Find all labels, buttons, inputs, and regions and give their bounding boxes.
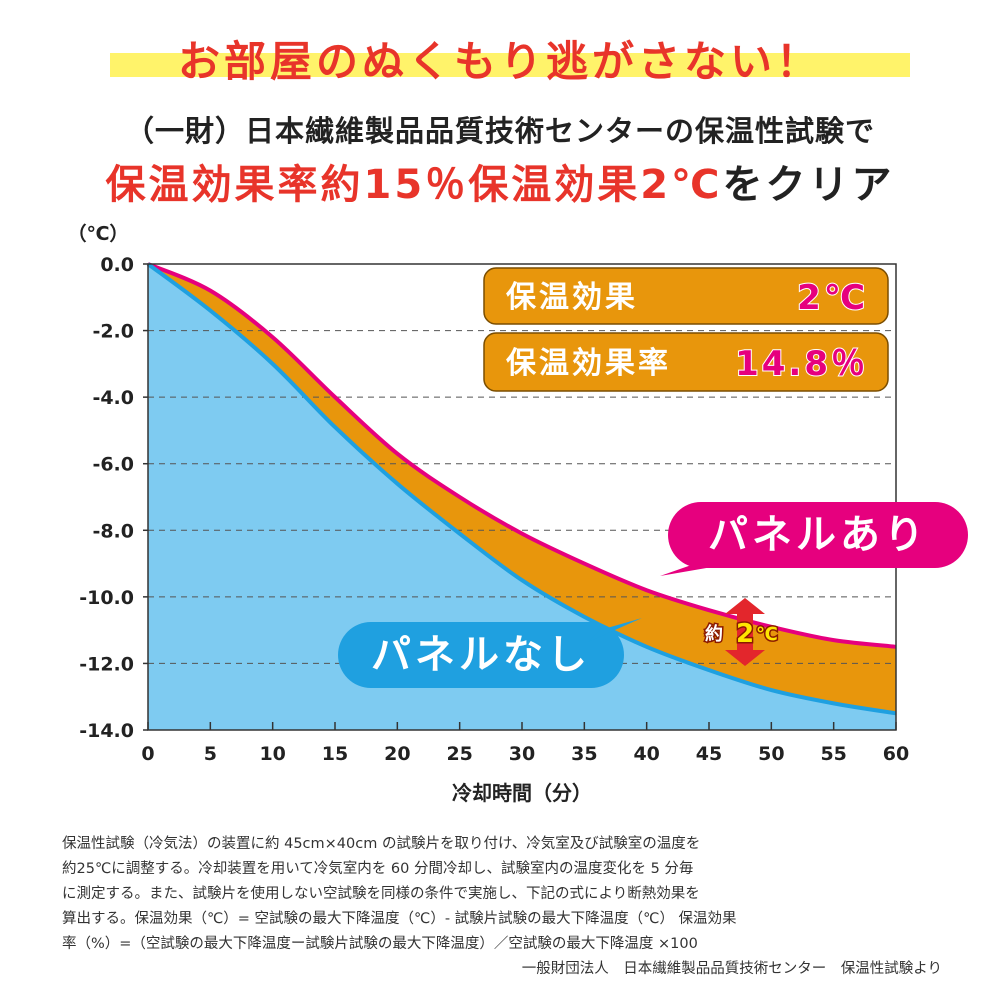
x-tick-label: 15: [322, 743, 348, 765]
claim: 保温効果率約15％保温効果2℃をクリア: [0, 152, 1000, 210]
info-box-value: 2℃: [797, 278, 868, 318]
x-tick-label: 10: [259, 743, 285, 765]
callout-tail: [588, 618, 642, 642]
heat-retention-band: [148, 264, 896, 714]
series-label-without-panel: パネルなし: [371, 632, 591, 678]
y-tick-label: 0.0: [100, 254, 134, 276]
difference-arrow-icon: [725, 598, 765, 666]
note-line: 率（%）=（空試験の最大下降温度ー試験片試験の最大下降温度）／空試験の最大下降温…: [62, 936, 698, 952]
series-label-with-panel: パネルあり: [708, 512, 928, 558]
y-tick-label: -12.0: [79, 653, 134, 675]
callout-without-panel: [338, 622, 624, 688]
claim-red-text: 保温効果率約15％保温効果2℃: [105, 162, 723, 208]
x-tick-label: 20: [384, 743, 410, 765]
series-line-with-panel: [147, 262, 897, 649]
callout-with-panel: [668, 502, 968, 568]
series-line-without-panel: [146, 262, 897, 716]
y-tick-label: -2.0: [92, 321, 134, 343]
x-tick-label: 5: [204, 743, 217, 765]
y-tick-label: -6.0: [92, 454, 134, 476]
difference-value: 2: [736, 619, 754, 649]
x-tick-label: 45: [696, 743, 722, 765]
info-box: [483, 332, 889, 392]
x-tick-label: 30: [509, 743, 535, 765]
note-line: 算出する。保温効果（℃）= 空試験の最大下降温度（℃）- 試験片試験の最大下降温…: [62, 911, 737, 927]
x-tick-label: 60: [883, 743, 909, 765]
info-box-label: 保温効果率: [506, 346, 671, 381]
x-tick-label: 25: [446, 743, 472, 765]
subtitle: （一財）日本繊維製品品質技術センターの保温性試験で: [124, 114, 875, 148]
info-box-label: 保温効果: [506, 280, 638, 315]
x-tick-label: 35: [571, 743, 597, 765]
difference-unit: ℃: [756, 624, 778, 645]
y-tick-label: -4.0: [92, 387, 134, 409]
callout-tail: [660, 562, 718, 576]
x-tick-label: 0: [141, 743, 154, 765]
x-tick-label: 55: [820, 743, 846, 765]
y-unit-label: （℃）: [67, 222, 128, 245]
no-panel-area: [148, 264, 896, 730]
note-line: 保温性試験（冷気法）の装置に約 45cm×40cm の試験片を取り付け、冷気室及…: [62, 836, 701, 852]
headline-highlight: [110, 53, 910, 77]
x-axis-label: 冷却時間（分）: [452, 781, 592, 805]
info-box: [483, 267, 889, 325]
info-box-value: 14.8％: [735, 344, 868, 384]
note-line: 約25℃に調整する。冷却装置を用いて冷気室内を 60 分間冷却し、試験室内の温度…: [62, 861, 694, 877]
notes: 保温性試験（冷気法）の装置に約 45cm×40cm の試験片を取り付け、冷気室及…: [62, 832, 942, 982]
y-tick-label: -10.0: [79, 587, 134, 609]
note-line: に測定する。また、試験片を使用しない空試験を同様の条件で実施し、下記の式により断…: [62, 886, 700, 902]
headline: お部屋のぬくもり逃がさない！: [177, 37, 822, 86]
y-tick-label: -14.0: [79, 720, 134, 742]
source-credit: 一般財団法人 日本繊維製品品質技術センター 保温性試験より: [521, 961, 942, 977]
difference-prefix: 約: [705, 623, 723, 645]
x-tick-label: 40: [633, 743, 659, 765]
claim-dark-text: をクリア: [722, 162, 895, 208]
x-tick-label: 50: [758, 743, 784, 765]
y-tick-label: -8.0: [92, 520, 134, 542]
